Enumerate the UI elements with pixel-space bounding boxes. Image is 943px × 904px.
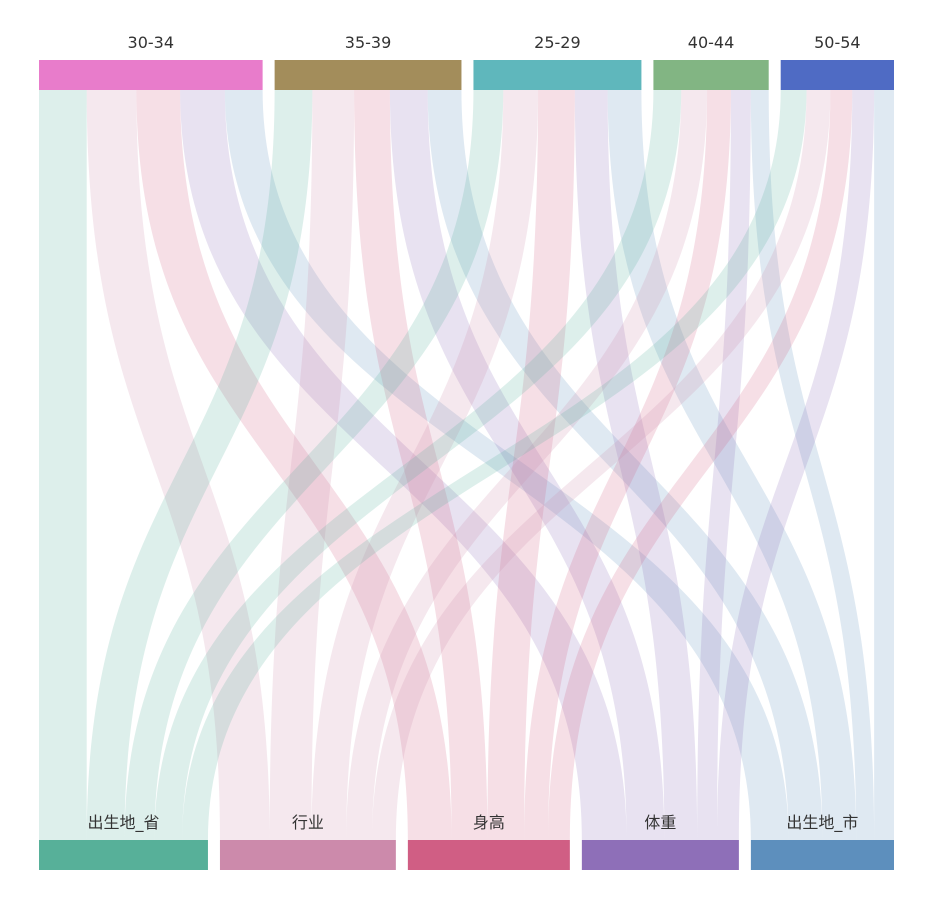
source-label-40-44: 40-44 bbox=[688, 33, 735, 52]
link-50-54-to-target-2[interactable] bbox=[547, 90, 853, 840]
link-30-34-to-target-0[interactable] bbox=[39, 90, 87, 840]
link-40-44-to-target-4[interactable] bbox=[750, 90, 875, 840]
link-25-29-to-target-3[interactable] bbox=[574, 90, 698, 840]
link-35-39-to-target-3[interactable] bbox=[389, 90, 665, 840]
link-35-39-to-target-1[interactable] bbox=[269, 90, 355, 840]
link-30-34-to-target-1[interactable] bbox=[86, 90, 270, 840]
link-30-34-to-target-3[interactable] bbox=[180, 90, 627, 840]
target-label-1: 行业 bbox=[292, 813, 324, 832]
link-40-44-to-target-3[interactable] bbox=[697, 90, 751, 840]
link-25-29-to-target-0[interactable] bbox=[124, 90, 504, 840]
target-label-2: 身高 bbox=[473, 813, 505, 832]
target-label-3: 体重 bbox=[644, 813, 676, 832]
source-label-50-54: 50-54 bbox=[814, 33, 861, 52]
link-35-39-to-target-0[interactable] bbox=[86, 90, 313, 840]
target-node-2[interactable] bbox=[407, 840, 570, 870]
target-label-0: 出生地_省 bbox=[87, 813, 159, 833]
target-node-0[interactable] bbox=[39, 840, 208, 870]
target-node-3[interactable] bbox=[581, 840, 739, 870]
link-50-54-to-target-3[interactable] bbox=[717, 90, 875, 840]
link-25-29-to-target-4[interactable] bbox=[607, 90, 857, 840]
source-label-30-34: 30-34 bbox=[128, 33, 175, 52]
source-node-50-54[interactable] bbox=[780, 60, 894, 90]
sankey-links bbox=[39, 90, 894, 840]
link-25-29-to-target-1[interactable] bbox=[311, 90, 539, 840]
link-35-39-to-target-4[interactable] bbox=[427, 90, 823, 840]
sankey-nodes bbox=[39, 60, 894, 870]
link-50-54-to-target-1[interactable] bbox=[372, 90, 831, 840]
link-50-54-to-target-0[interactable] bbox=[182, 90, 807, 840]
source-node-25-29[interactable] bbox=[473, 60, 642, 90]
link-40-44-to-target-1[interactable] bbox=[346, 90, 708, 840]
source-node-40-44[interactable] bbox=[653, 60, 769, 90]
link-30-34-to-target-2[interactable] bbox=[136, 90, 452, 840]
source-node-30-34[interactable] bbox=[39, 60, 263, 90]
target-node-4[interactable] bbox=[750, 840, 894, 870]
source-label-25-29: 25-29 bbox=[534, 33, 581, 52]
target-node-1[interactable] bbox=[219, 840, 396, 870]
link-30-34-to-target-4[interactable] bbox=[224, 90, 789, 840]
link-50-54-to-target-4[interactable] bbox=[874, 90, 894, 840]
link-35-39-to-target-2[interactable] bbox=[354, 90, 488, 840]
link-40-44-to-target-2[interactable] bbox=[524, 90, 731, 840]
target-label-4: 出生地_市 bbox=[786, 813, 858, 833]
link-25-29-to-target-2[interactable] bbox=[487, 90, 575, 840]
link-40-44-to-target-0[interactable] bbox=[154, 90, 682, 840]
sankey-labels: 30-34 35-39 25-29 40-44 50-54 出生地_省 行业 身高 体重 出生地_… bbox=[87, 33, 860, 833]
source-node-35-39[interactable] bbox=[274, 60, 462, 90]
source-label-35-39: 35-39 bbox=[345, 33, 392, 52]
